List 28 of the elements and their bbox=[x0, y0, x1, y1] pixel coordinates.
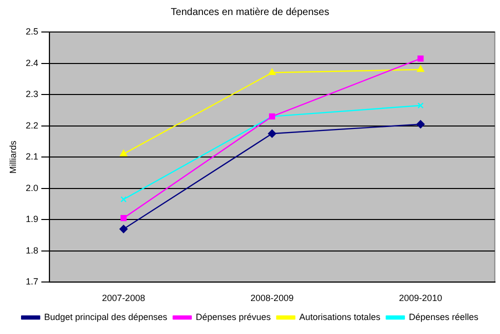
y-tick-label: 2.1 bbox=[26, 152, 38, 162]
x-tick-label: 2007-2008 bbox=[102, 293, 146, 304]
legend-label: Budget principal des dépenses bbox=[44, 312, 168, 322]
point bbox=[417, 56, 424, 62]
point bbox=[268, 68, 276, 76]
point bbox=[120, 196, 127, 202]
y-tick-label: 1.7 bbox=[26, 276, 38, 287]
x-tick-label: 2008-2009 bbox=[250, 293, 294, 304]
legend-label: Autorisations totales bbox=[299, 312, 381, 322]
legend-label: Dépenses réelles bbox=[408, 312, 479, 322]
point bbox=[120, 150, 128, 156]
point bbox=[268, 130, 276, 138]
y-tick-label: 1.9 bbox=[26, 214, 38, 224]
legend-label: Dépenses prévues bbox=[196, 312, 272, 322]
x-tick-label: 2009-2010 bbox=[399, 293, 442, 304]
point bbox=[120, 215, 127, 222]
point bbox=[119, 224, 128, 234]
chart-title: Tendances en matière de dépenses bbox=[170, 6, 330, 18]
y-tick-label: 2.3 bbox=[26, 89, 38, 100]
point bbox=[417, 102, 424, 109]
point bbox=[416, 65, 424, 72]
y-tick-label: 1.8 bbox=[26, 245, 38, 256]
y-tick-label: 2.0 bbox=[26, 182, 38, 193]
y-tick-label: 2.4 bbox=[26, 58, 38, 68]
y-tick-label: 2.2 bbox=[26, 120, 38, 130]
point bbox=[416, 120, 425, 128]
y-tick-label: 2.5 bbox=[26, 26, 38, 36]
y-axis-title: Milliards bbox=[8, 140, 18, 174]
